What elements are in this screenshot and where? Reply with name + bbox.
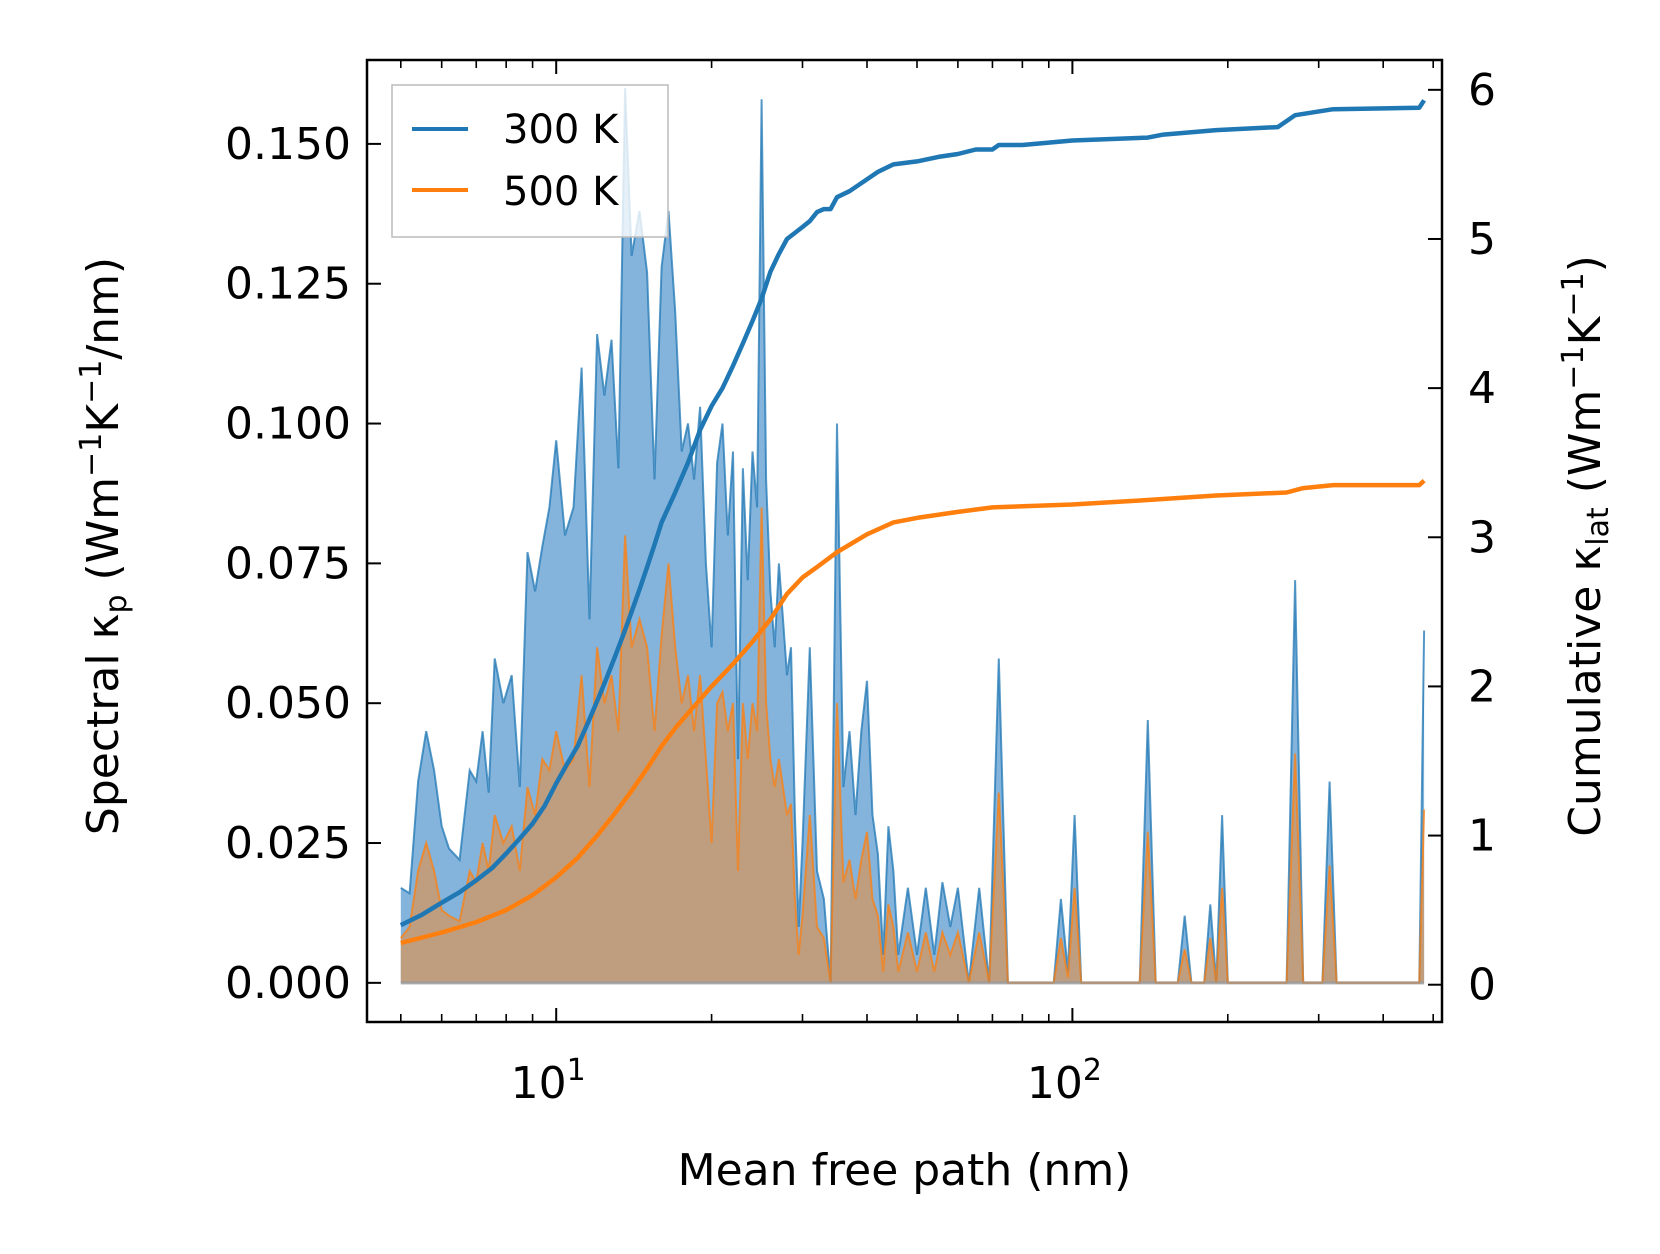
spectral-fills xyxy=(400,88,1425,983)
plot-frame xyxy=(365,58,1444,1024)
legend-label-500K: 500 K xyxy=(503,169,620,215)
cumulative-lines xyxy=(399,99,1426,946)
y-right-label-exp2: −1 xyxy=(1556,272,1591,316)
y-left-label-close: /nm) xyxy=(78,257,129,360)
y-right-tick-label: 1 xyxy=(1468,811,1496,862)
y-left-label-sub: p xyxy=(99,594,134,613)
cumulative-line-500K xyxy=(400,478,1426,946)
y-right-label-main: Cumulative κ xyxy=(1560,546,1611,837)
y-axis-label-left: Spectral κp (Wm−1K−1/nm) xyxy=(74,257,134,835)
y-right-label-exp1: −1 xyxy=(1556,345,1591,389)
legend-label-300K: 300 K xyxy=(503,107,620,153)
y-left-tick-label: 0.100 xyxy=(225,399,351,450)
y-left-tick-label: 0.150 xyxy=(225,119,351,170)
x-axis-label: Mean free path (nm) xyxy=(678,1145,1132,1196)
y-left-tick-label: 0.075 xyxy=(225,538,351,589)
y-left-tick-label: 0.050 xyxy=(225,678,351,729)
y-left-label-mid: K xyxy=(78,403,129,433)
y-right-tick-label: 6 xyxy=(1468,65,1496,116)
cumulative-line-300K xyxy=(399,99,1426,928)
y-right-label-close: ) xyxy=(1560,255,1611,272)
y-right-label-mid: K xyxy=(1560,315,1611,345)
y-axis-label-right: Cumulative κlat (Wm−1K−1) xyxy=(1556,255,1616,837)
y-left-label-main: Spectral κ xyxy=(78,614,129,836)
spectral-fill-500K xyxy=(400,507,1425,983)
x-tick-label: 102 xyxy=(1027,1053,1102,1109)
y-right-tick-label: 0 xyxy=(1468,960,1496,1011)
x-tick-label: 101 xyxy=(511,1053,586,1109)
y-right-tick-label: 2 xyxy=(1468,661,1496,712)
legend: 300 K 500 K xyxy=(391,84,669,238)
y-left-label-exp1: −1 xyxy=(74,433,109,477)
y-left-tick-label: 0.000 xyxy=(225,958,351,1009)
y-left-tick-label: 0.025 xyxy=(225,818,351,869)
y-left-tick-label: 0.125 xyxy=(225,259,351,310)
spectral-lines xyxy=(400,87,1426,985)
axis-ticks: 0.000 0.025 0.050 0.075 0.100 0.125 0.150 0 1 2 3 4… xyxy=(225,60,1496,1109)
y-right-label-sub: lat xyxy=(1581,507,1616,546)
y-left-label-exp2: −1 xyxy=(74,360,109,404)
y-right-tick-label: 3 xyxy=(1468,512,1496,563)
y-right-label-units: (Wm xyxy=(1560,390,1611,508)
y-right-tick-label: 4 xyxy=(1468,363,1496,414)
y-right-tick-label: 5 xyxy=(1468,214,1496,265)
legend-box xyxy=(391,84,669,238)
y-left-label-units: (Wm xyxy=(78,477,129,595)
